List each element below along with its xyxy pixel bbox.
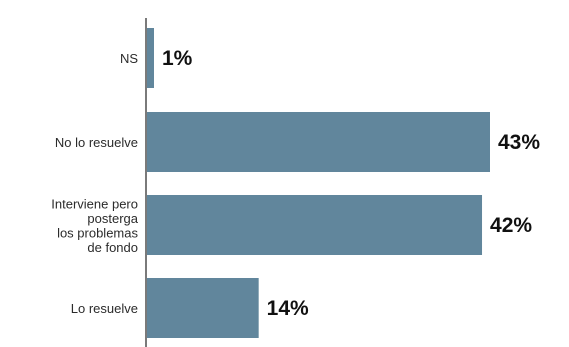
bar [147, 195, 483, 255]
category-label: Lo resuelve [71, 301, 138, 316]
category-label: No lo resuelve [55, 135, 138, 150]
value-label: 43% [498, 131, 540, 154]
category-label: Interviene pero posterga los problemas de f… [51, 196, 139, 255]
bar [147, 278, 259, 338]
category-label: NS [120, 51, 138, 66]
value-label: 42% [490, 214, 532, 237]
value-label: 14% [267, 297, 309, 320]
bar [147, 112, 490, 172]
value-label: 1% [162, 47, 193, 70]
bar [147, 28, 154, 88]
